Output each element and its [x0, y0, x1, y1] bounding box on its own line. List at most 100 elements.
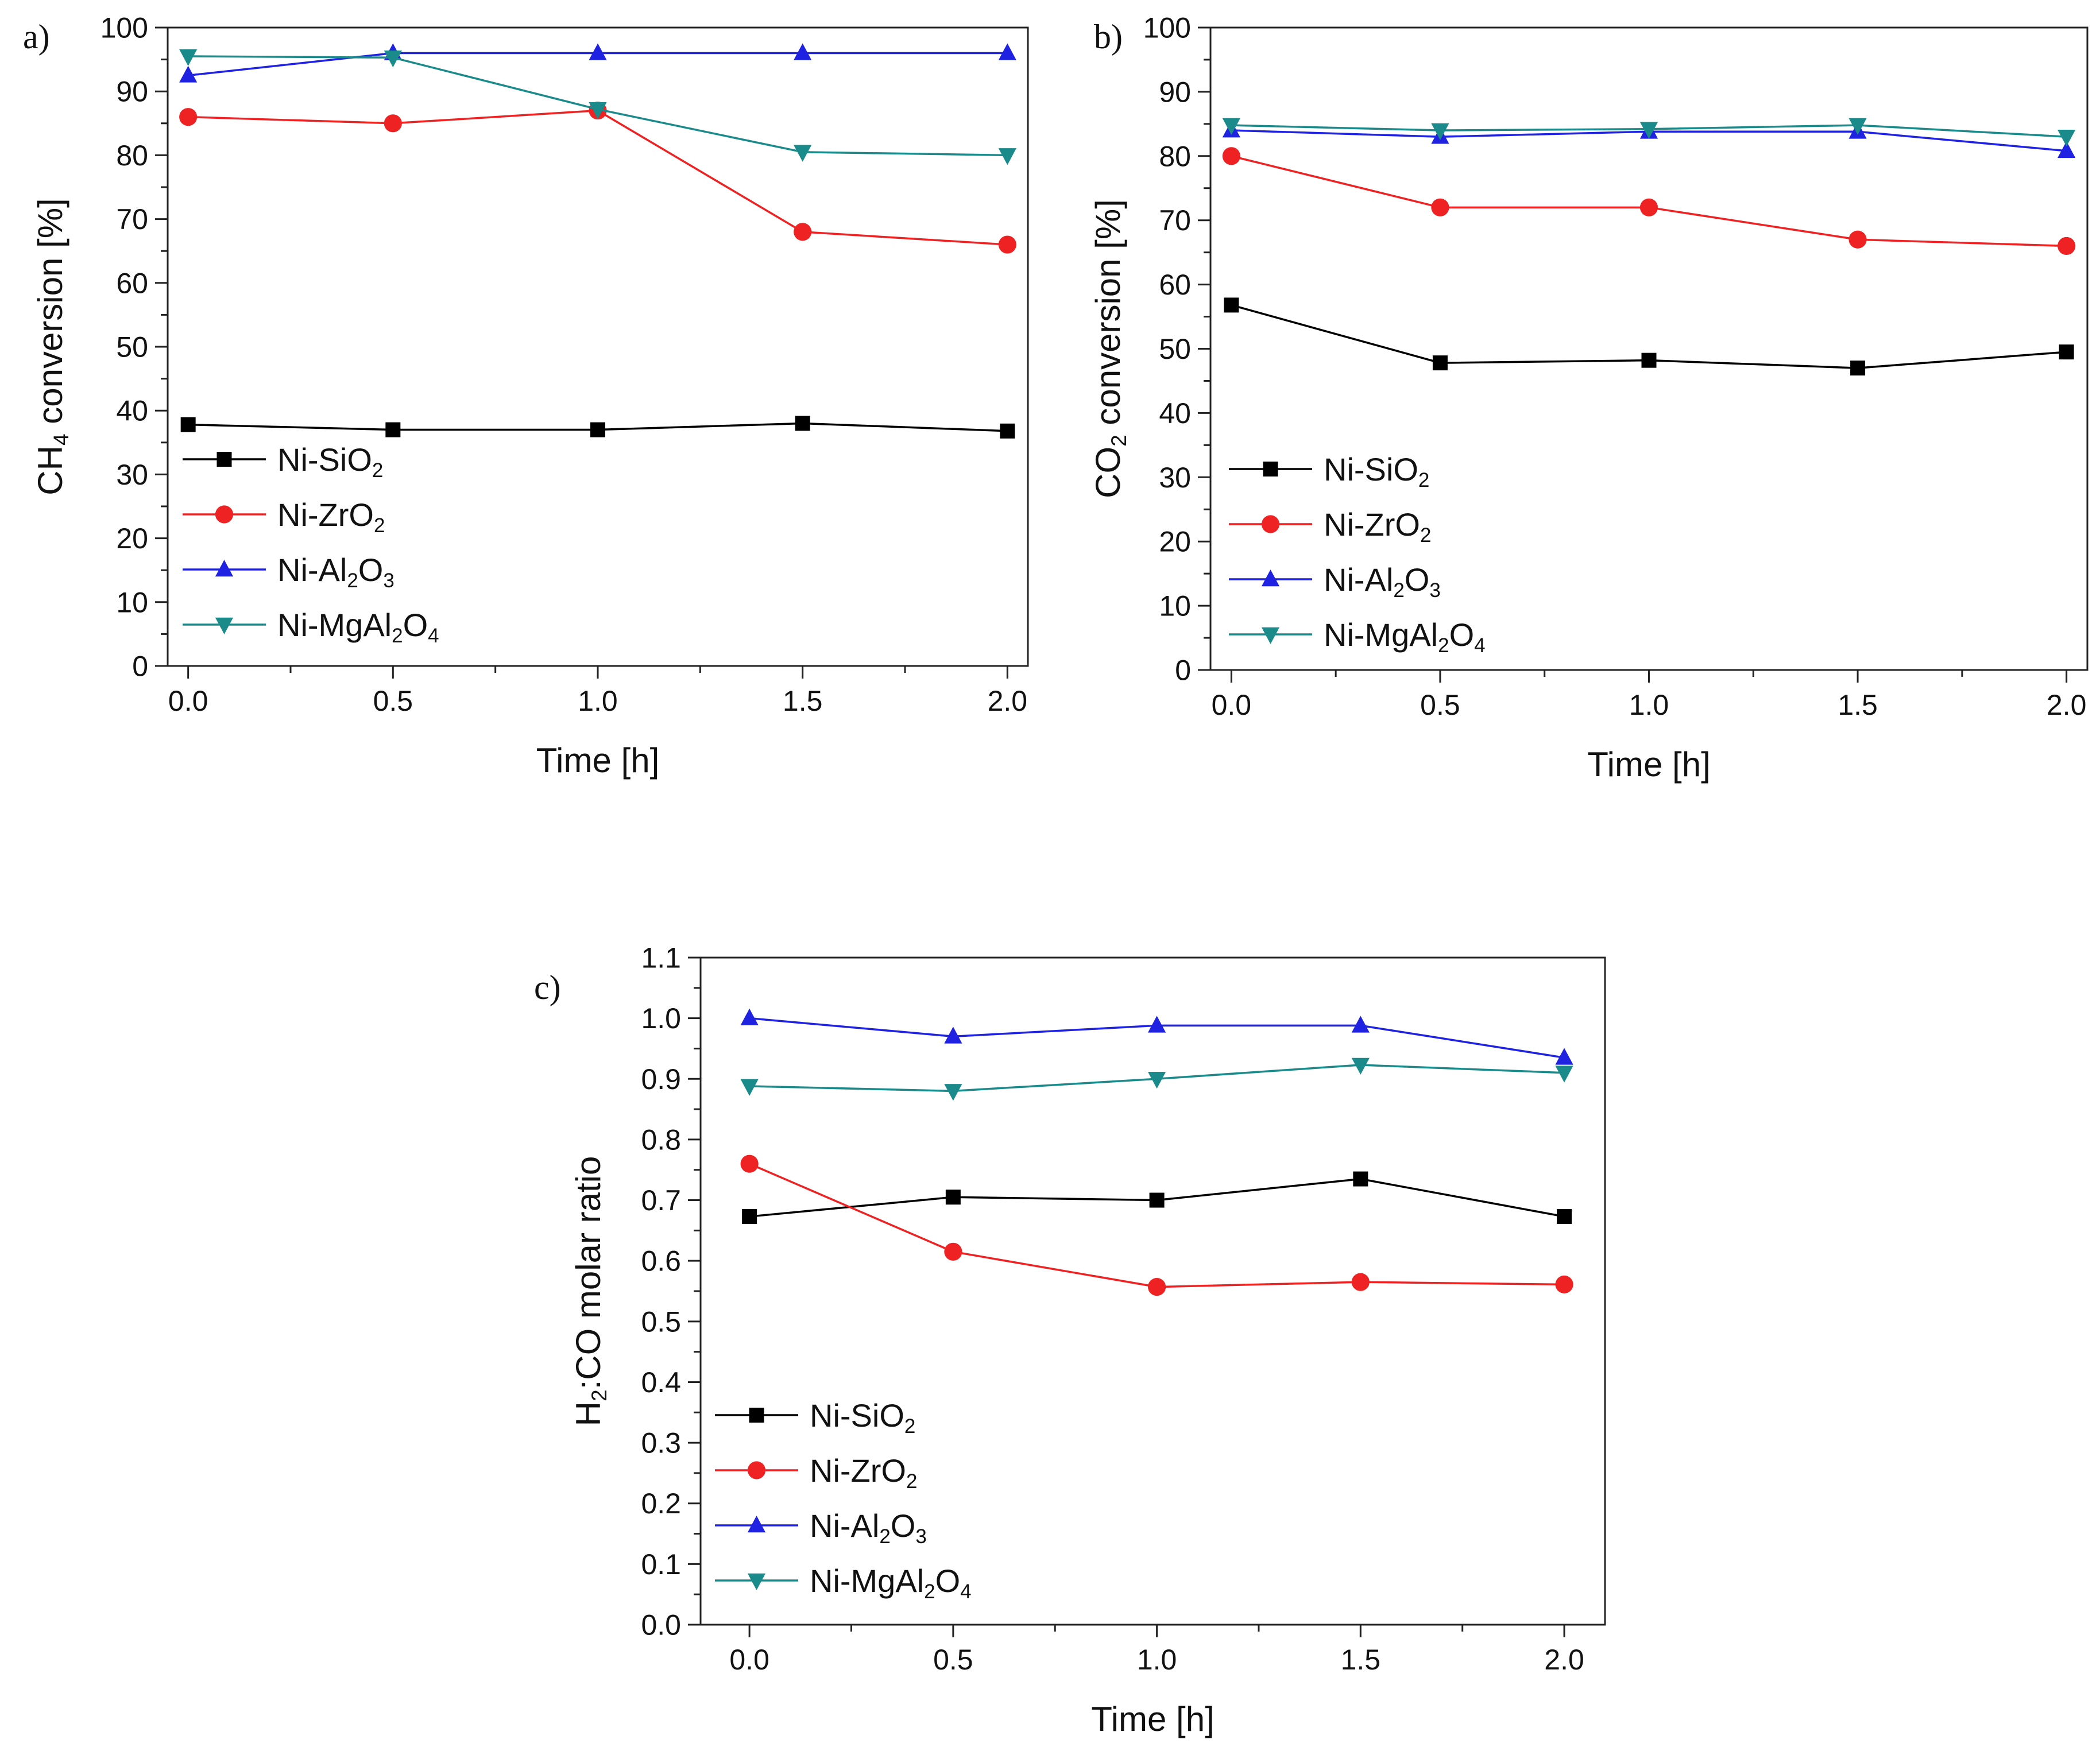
data-point-ni-sio2 [1000, 423, 1015, 439]
y-axis-title: CO2 conversion [%] [1089, 199, 1131, 498]
data-point-ni-mgal2o4 [1639, 122, 1658, 139]
y-tick-label: 90 [116, 76, 148, 108]
x-axis-title: Time [h] [1091, 1700, 1214, 1738]
data-point-ni-zro2 [1848, 230, 1867, 249]
data-point-ni-zro2 [1639, 198, 1658, 216]
y-tick-label: 10 [116, 586, 148, 618]
legend-label-ni-mgal2o4: Ni-MgAl2O4 [277, 607, 439, 647]
x-axis-title: Time [h] [536, 741, 659, 780]
data-point-ni-mgal2o4 [1431, 123, 1449, 140]
x-tick-label: 1.5 [783, 685, 823, 717]
data-point-ni-sio2 [945, 1190, 961, 1205]
x-tick-label: 1.5 [1341, 1644, 1381, 1676]
y-tick-label: 0.0 [641, 1609, 681, 1641]
x-tick-label: 0.5 [933, 1644, 973, 1676]
legend-label-ni-zro2: Ni-ZrO2 [810, 1452, 917, 1493]
y-tick-label: 0.7 [641, 1184, 681, 1217]
y-tick-label: 0.6 [641, 1245, 681, 1277]
legend-label-ni-zro2: Ni-ZrO2 [277, 497, 385, 537]
y-tick-label: 50 [1159, 333, 1191, 365]
y-tick-label: 1.0 [641, 1002, 681, 1035]
data-point-ni-zro2 [944, 1242, 962, 1261]
data-point-ni-mgal2o4 [794, 145, 812, 162]
y-tick-label: 30 [1159, 462, 1191, 494]
data-point-ni-zro2 [2058, 237, 2076, 255]
data-point-ni-mgal2o4 [1147, 1071, 1166, 1089]
y-tick-label: 70 [116, 203, 148, 235]
data-point-ni-mgal2o4 [1351, 1057, 1370, 1075]
legend-label-ni-mgal2o4: Ni-MgAl2O4 [810, 1563, 972, 1603]
y-tick-label: 0.1 [641, 1548, 681, 1580]
legend-label-ni-mgal2o4: Ni-MgAl2O4 [1324, 617, 1486, 657]
x-tick-label: 0.0 [168, 685, 208, 717]
data-point-ni-al2o3 [1147, 1016, 1166, 1033]
legend-marker [1261, 569, 1280, 587]
data-point-ni-al2o3 [1351, 1016, 1370, 1033]
y-tick-label: 60 [116, 267, 148, 299]
data-point-ni-mgal2o4 [1555, 1066, 1573, 1083]
data-point-ni-al2o3 [1555, 1048, 1573, 1065]
y-tick-label: 90 [1159, 76, 1191, 108]
series-line-ni-zro2 [188, 109, 1008, 246]
y-tick-label: 30 [116, 459, 148, 491]
legend-marker [1261, 627, 1280, 644]
x-tick-label: 1.0 [578, 685, 618, 717]
x-tick-label: 2.0 [988, 685, 1028, 717]
legend-label-ni-sio2: Ni-SiO2 [810, 1397, 915, 1438]
y-tick-label: 100 [100, 12, 148, 44]
legend-label-ni-al2o3: Ni-Al2O3 [1324, 561, 1441, 602]
data-point-ni-mgal2o4 [1848, 118, 1867, 135]
legend: Ni-SiO2 Ni-ZrO2 Ni-Al2O3 Ni-MgAl2O4 [1229, 451, 1486, 657]
y-tick-label: 0.9 [641, 1063, 681, 1095]
legend-marker [215, 505, 234, 524]
data-point-ni-zro2 [1222, 147, 1240, 165]
panel-label: b) [1094, 18, 1123, 56]
data-point-ni-sio2 [742, 1209, 757, 1225]
y-tick-label: 80 [1159, 140, 1191, 172]
y-tick-label: 0.2 [641, 1487, 681, 1520]
data-point-ni-mgal2o4 [589, 102, 607, 119]
legend: Ni-SiO2 Ni-ZrO2 Ni-Al2O3 Ni-MgAl2O4 [183, 441, 439, 647]
panel-a-ch4-conversion-chart: 0 10 20 30 40 50 60 70 80 90 100 0.0 0.5 1.0 1.5 2.0 Tim… [23, 12, 1029, 780]
data-point-ni-sio2 [2059, 344, 2074, 360]
x-tick-label: 1.0 [1137, 1644, 1177, 1676]
data-point-ni-mgal2o4 [998, 148, 1016, 165]
y-axis-title: CH4 conversion [%] [31, 198, 73, 495]
y-tick-label: 50 [116, 331, 148, 363]
series-line-ni-zro2 [749, 1163, 1565, 1288]
legend: Ni-SiO2 Ni-ZrO2 Ni-Al2O3 Ni-MgAl2O4 [715, 1397, 972, 1603]
y-tick-label: 0 [1175, 654, 1191, 687]
data-point-ni-mgal2o4 [740, 1079, 759, 1096]
x-tick-label: 0.0 [1212, 689, 1252, 721]
y-tick-label: 1.1 [641, 942, 681, 974]
y-tick-label: 100 [1143, 12, 1191, 44]
legend-marker [747, 1461, 766, 1479]
legend-label-ni-al2o3: Ni-Al2O3 [277, 552, 395, 591]
data-point-ni-al2o3 [589, 43, 607, 60]
data-point-ni-mgal2o4 [1222, 118, 1240, 135]
data-point-ni-sio2 [1850, 361, 1866, 376]
data-point-ni-zro2 [179, 108, 198, 126]
legend-marker [1261, 515, 1280, 533]
data-point-ni-zro2 [740, 1154, 759, 1173]
x-tick-label: 2.0 [1544, 1644, 1584, 1676]
y-tick-label: 20 [1159, 526, 1191, 558]
legend-label-ni-sio2: Ni-SiO2 [277, 441, 383, 482]
data-point-ni-sio2 [1353, 1171, 1368, 1187]
y-tick-label: 80 [116, 140, 148, 172]
legend-marker [747, 1573, 766, 1590]
data-point-ni-al2o3 [2058, 141, 2076, 158]
legend-label-ni-zro2: Ni-ZrO2 [1324, 506, 1431, 547]
y-tick-label: 60 [1159, 269, 1191, 301]
data-point-ni-al2o3 [998, 43, 1016, 60]
y-axis-title: H2:CO molar ratio [569, 1156, 611, 1427]
legend-marker [215, 560, 234, 577]
legend-label-ni-al2o3: Ni-Al2O3 [810, 1508, 927, 1548]
data-point-ni-sio2 [795, 416, 810, 431]
data-point-ni-zro2 [998, 235, 1016, 254]
x-tick-label: 1.5 [1838, 689, 1878, 721]
panel-c-h2-co-ratio-chart: 0.0 0.1 0.2 0.3 0.4 0.5 0.6 0.7 0.8 0.9 1.0 1.1 0.0 0… [534, 942, 1606, 1738]
data-point-ni-mgal2o4 [944, 1084, 962, 1101]
y-tick-label: 10 [1159, 590, 1191, 622]
